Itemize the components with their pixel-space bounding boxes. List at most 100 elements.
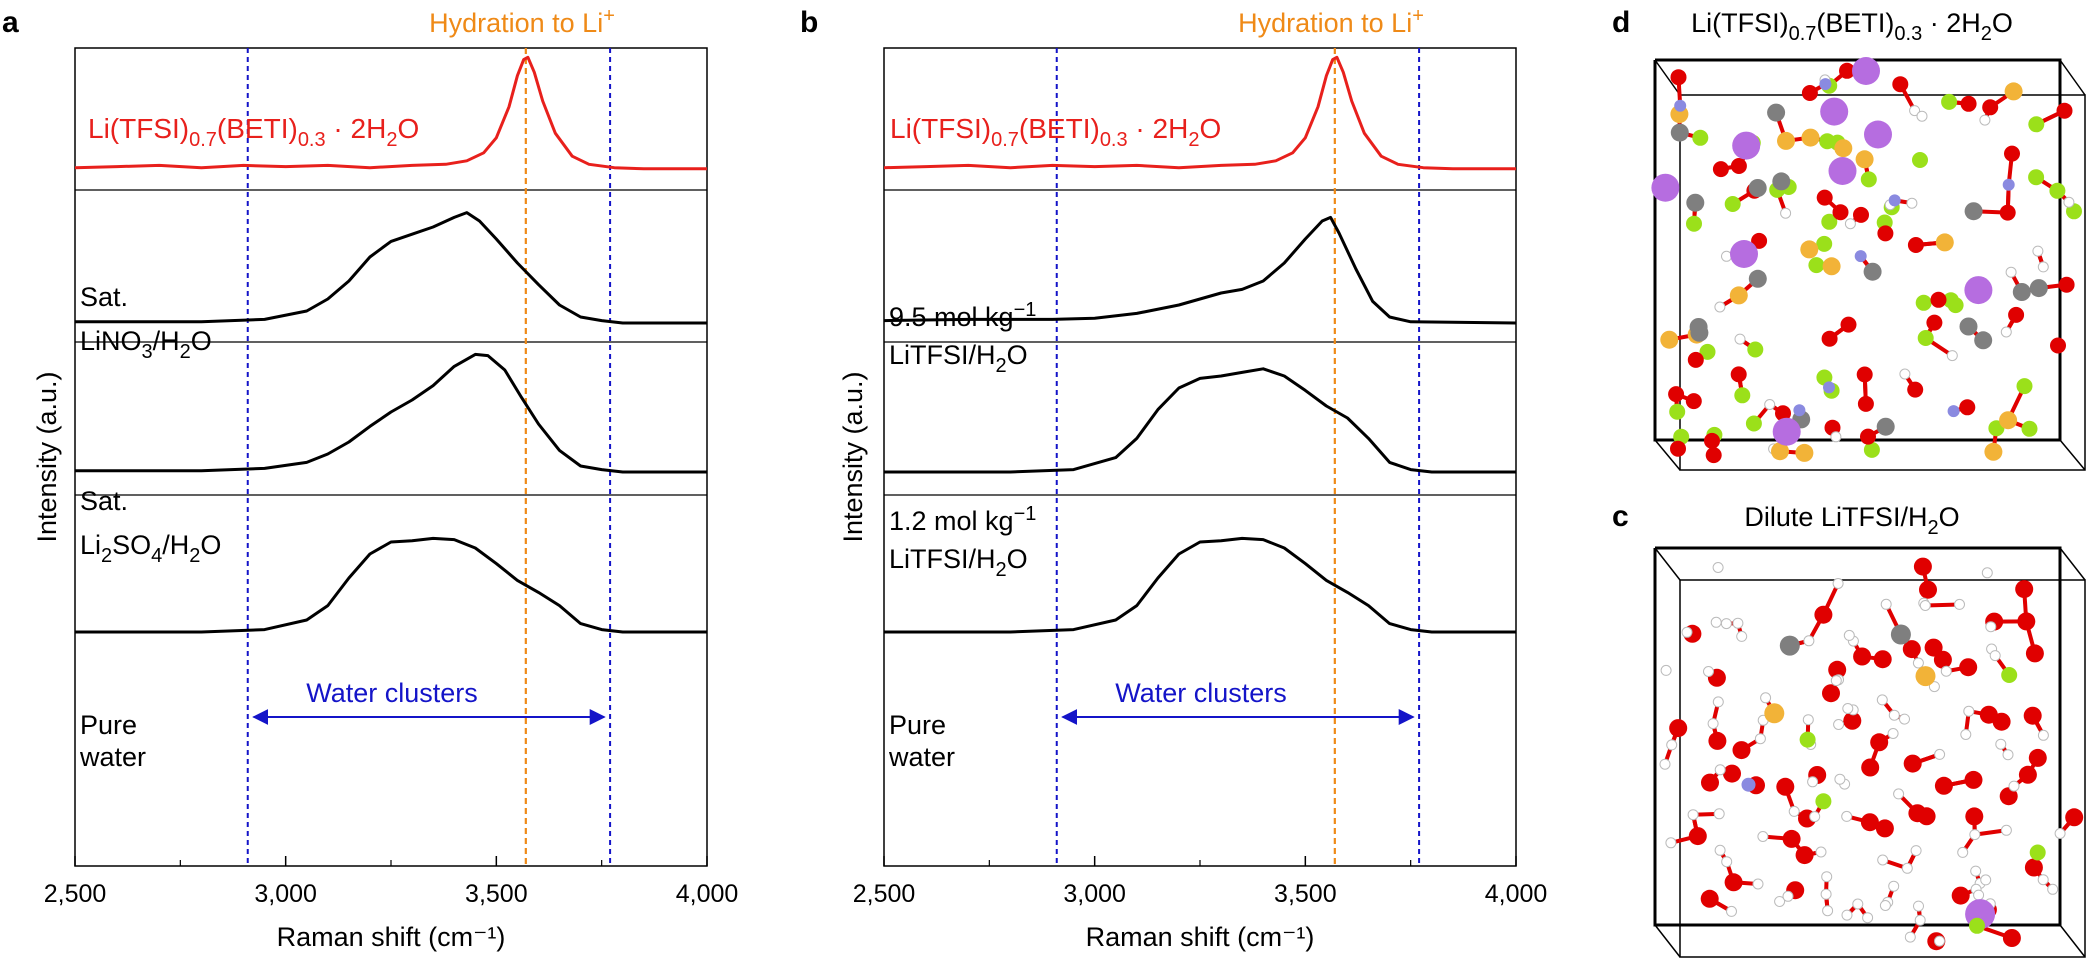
atom-f — [1808, 257, 1825, 274]
atom-h — [1934, 748, 1946, 760]
atom-h — [1809, 811, 1821, 823]
atom-c — [1686, 193, 1705, 212]
atom-o — [1853, 647, 1872, 666]
atom-o — [2058, 276, 2075, 293]
atom-h — [1901, 862, 1913, 874]
atom-o — [1795, 846, 1814, 865]
atom-h — [1659, 758, 1671, 770]
atom-o — [1907, 237, 1924, 253]
atom-h — [1665, 837, 1677, 849]
panel-separators-a — [75, 189, 707, 496]
atom-o — [1712, 161, 1729, 178]
atom-f — [2028, 116, 2045, 133]
atom-h — [1906, 197, 1918, 209]
panel-b: b 2,500 3,000 3,500 4,000 Hydration to Li+ … — [800, 5, 1547, 952]
x-tick-label: 3,000 — [1063, 880, 1126, 908]
atom-s — [1999, 411, 2018, 430]
atom-o — [1907, 381, 1924, 398]
atom-h — [2037, 261, 2049, 273]
atom-o — [1843, 711, 1862, 730]
atom-c — [1974, 331, 1993, 350]
panel-separators-b — [884, 189, 1516, 496]
atom-o — [1669, 719, 1688, 738]
atom-h — [2063, 196, 2075, 208]
atom-o — [1951, 886, 1970, 905]
atom-o — [1919, 580, 1937, 599]
panel-letter-d: d — [1612, 6, 1630, 39]
atom-h — [1842, 703, 1854, 714]
atom-o — [1999, 204, 2016, 221]
spectrum-series-3 — [884, 536, 1516, 634]
c12-label-line2: LiTFSI/H2O — [889, 544, 1028, 581]
atom-h — [1910, 845, 1922, 857]
atom-h — [1736, 630, 1748, 642]
atom-o — [1913, 557, 1932, 576]
atom-f — [1724, 196, 1741, 212]
atom-h — [1732, 617, 1744, 629]
x-tick-label: 3,500 — [465, 880, 528, 908]
atom-f — [1917, 330, 1934, 346]
atom-c — [1767, 103, 1786, 122]
atom-c — [1779, 635, 1800, 656]
y-axis-title-b: Intensity (a.u.) — [838, 371, 868, 542]
atom-h — [1832, 578, 1844, 589]
atom-h — [1703, 666, 1714, 677]
atom-o — [1992, 712, 2011, 731]
atom-o — [1668, 386, 1685, 403]
atom-s — [1935, 233, 1954, 252]
spectrum-series-1 — [75, 211, 707, 325]
atom-s — [1771, 442, 1789, 461]
atom-o — [2017, 612, 2036, 631]
atom-h — [1973, 889, 1985, 901]
atom-n — [1741, 777, 1756, 792]
x-ticks-b: 2,500 3,000 3,500 4,000 — [853, 856, 1547, 908]
water-label-a-line2: water — [79, 742, 146, 772]
atom-o — [1816, 189, 1833, 206]
molecules-d — [1651, 57, 2082, 464]
atom-h — [1899, 713, 1910, 725]
atom-f — [2029, 844, 2046, 861]
atom-h — [1852, 898, 1864, 910]
atom-o — [1670, 440, 1686, 457]
atom-h — [1754, 733, 1766, 745]
atom-c — [2029, 279, 2048, 298]
atom-c — [1890, 624, 1911, 645]
atom-o — [2002, 929, 2021, 947]
c95-label-line1: 9.5 mol kg−1 — [889, 299, 1036, 332]
atom-s — [1834, 139, 1853, 158]
atom-o — [1861, 758, 1880, 777]
atom-h — [1681, 626, 1693, 638]
atom-h — [1995, 738, 2007, 750]
atom-f — [1799, 731, 1816, 748]
atom-o — [1751, 232, 1768, 249]
atom-o — [1892, 76, 1909, 93]
atom-n — [1888, 194, 1901, 207]
atom-o — [1857, 395, 1874, 412]
atom-h — [2032, 245, 2044, 257]
atom-o — [1732, 741, 1751, 760]
atom-f — [1815, 793, 1832, 810]
atom-li — [1772, 417, 1801, 446]
atom-c — [1964, 202, 1983, 221]
atom-s — [1801, 128, 1820, 147]
atom-h — [1970, 865, 1982, 877]
atom-h — [1969, 829, 1981, 841]
water-label-b-line1: Pure — [889, 710, 946, 740]
atom-h — [1934, 935, 1945, 947]
atom-o — [1832, 204, 1849, 221]
atom-o — [1822, 684, 1840, 703]
atom-o — [2028, 748, 2047, 767]
atom-f — [2016, 378, 2033, 395]
atom-o — [2004, 145, 2020, 162]
atom-n — [1793, 404, 1806, 417]
water-label-a-line1: Pure — [80, 710, 137, 740]
atom-h — [1760, 692, 1772, 704]
atom-h — [1834, 773, 1846, 785]
atom-h — [1803, 635, 1815, 647]
atom-h — [1981, 567, 1993, 579]
atom-f — [1863, 441, 1880, 458]
atom-h — [1821, 871, 1833, 883]
atom-h — [1913, 900, 1924, 912]
atom-h — [1822, 905, 1834, 917]
